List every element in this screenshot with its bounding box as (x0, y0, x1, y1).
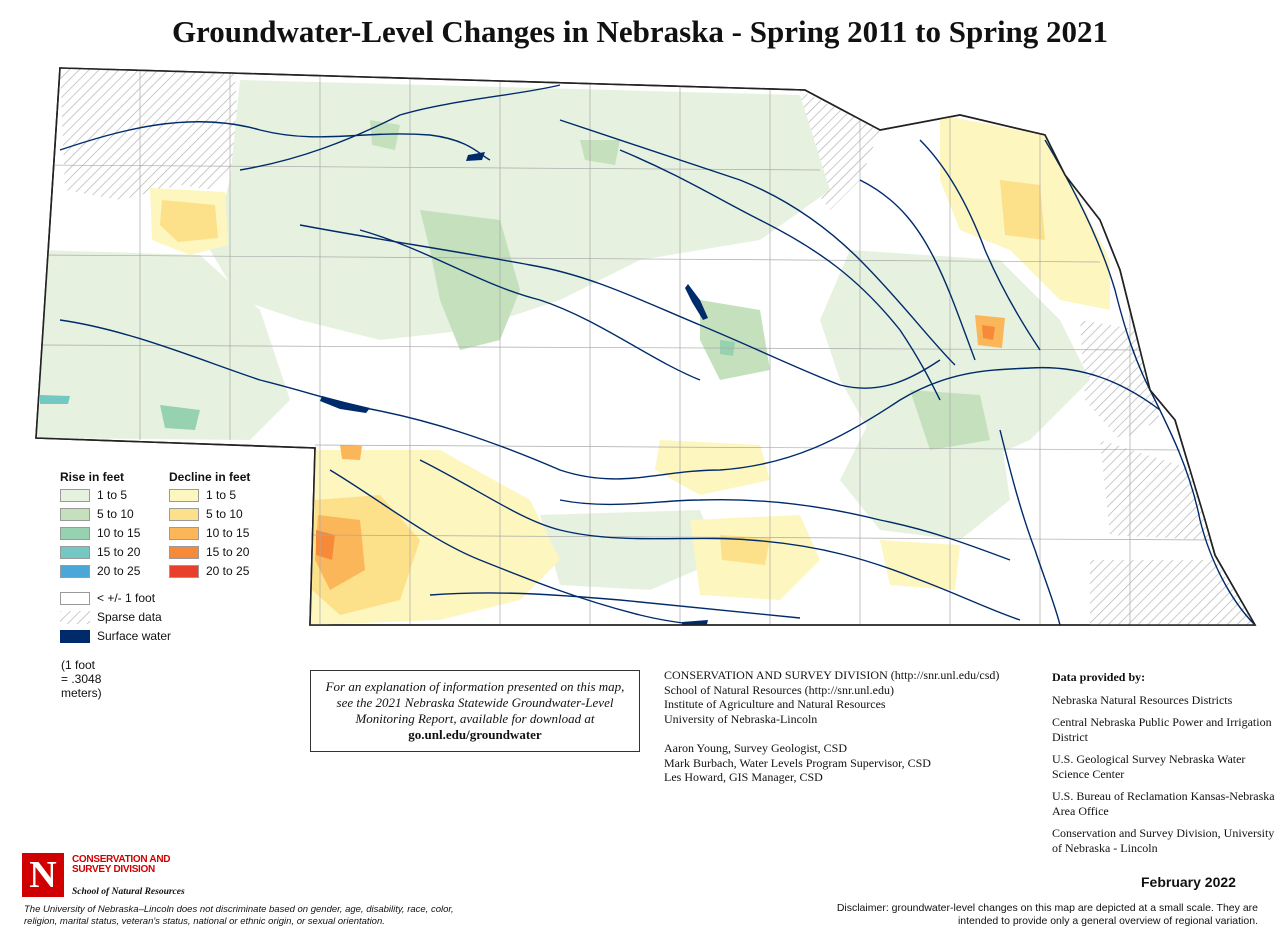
legend-decline-header: Decline in feet (169, 470, 251, 484)
decline-15-20-area (316, 530, 335, 560)
state-border (35, 67, 1257, 626)
report-info-box: For an explanation of information presen… (310, 670, 640, 752)
publication-date: February 2022 (1141, 874, 1236, 890)
rise-1-5-area (210, 80, 830, 340)
rise-1-5-area (540, 510, 720, 590)
rise-15-20-area (40, 395, 70, 404)
decline-5-10-area (720, 535, 770, 565)
data-providers-header: Data provided by: (1052, 670, 1146, 684)
rivers (59, 84, 1255, 625)
legend-sparse-label: Sparse data (97, 610, 162, 624)
legend-decline-swatch-4 (169, 546, 199, 559)
legend-decline-swatch-3 (169, 527, 199, 540)
legend-surface-water-label: Surface water (97, 629, 172, 643)
legend-decline-swatch-1 (169, 489, 199, 502)
sparse-data-area (60, 68, 240, 200)
rise-10-15-area (160, 405, 200, 430)
university-logo: N CONSERVATION AND SURVEY DIVISION Schoo… (22, 853, 185, 903)
data-provider-entry: Conservation and Survey Division, Univer… (1052, 826, 1275, 855)
logo-school-name: School of Natural Resources (72, 887, 185, 897)
data-provider-entry: U.S. Geological Survey Nebraska Water Sc… (1052, 752, 1246, 781)
rise-1-5-area (36, 250, 290, 440)
credit-org-line: School of Natural Resources (http://snr.… (664, 682, 894, 697)
legend-rise-label: 1 to 5 (97, 488, 128, 502)
sparse-data-area (1090, 560, 1255, 625)
map-title: Groundwater-Level Changes in Nebraska - … (171, 14, 1109, 49)
legend-no-change-swatch (60, 592, 90, 605)
report-download-link[interactable]: go.unl.edu/groundwater (408, 727, 542, 742)
legend-rise-label: 20 to 25 (97, 564, 141, 578)
report-info-text: For an explanation of information presen… (325, 679, 625, 726)
legend-rise-label: 10 to 15 (97, 526, 141, 540)
legend-decline-swatch-5 (169, 565, 199, 578)
legend-sparse-swatch (60, 611, 90, 624)
county-boundaries (39, 70, 1211, 625)
legend-decline-label: 10 to 15 (206, 526, 250, 540)
decline-5-10-area (160, 200, 218, 242)
credit-org-line: University of Nebraska-Lincoln (664, 711, 818, 726)
surface-water (320, 152, 708, 625)
decline-10-15-area (340, 445, 362, 460)
rise-5-10-area (370, 120, 400, 150)
credit-org-line: CONSERVATION AND SURVEY DIVISION (http:/… (664, 668, 1000, 682)
sparse-data-area (1100, 440, 1210, 540)
credit-person-line: Les Howard, GIS Manager, CSD (664, 770, 823, 784)
data-provider-entry: U.S. Bureau of Reclamation Kansas-Nebras… (1052, 789, 1275, 818)
legend-rise-swatch-3 (60, 527, 90, 540)
legend-rise-swatch-5 (60, 565, 90, 578)
credit-person-line: Aaron Young, Survey Geologist, CSD (664, 741, 848, 755)
disclaimer-text: Disclaimer: groundwater-level changes on… (836, 902, 1258, 927)
legend-rise-swatch-4 (60, 546, 90, 559)
rise-1-5-area (840, 420, 1010, 540)
decline-1-5-area (655, 440, 770, 495)
legend-surface-water-swatch (60, 630, 90, 643)
legend-rise-label: 5 to 10 (97, 507, 134, 521)
decline-15-20-area (982, 325, 995, 340)
legend-decline-label: 5 to 10 (206, 507, 243, 521)
unit-conversion-note: (1 foot = .3048 meters) (61, 658, 102, 700)
legend-decline-swatch-2 (169, 508, 199, 521)
data-provider-entry: Central Nebraska Public Power and Irriga… (1052, 715, 1272, 744)
data-provider-entry: Nebraska Natural Resources Districts (1052, 693, 1233, 707)
decline-5-10-area (1000, 180, 1045, 240)
legend-decline-label: 20 to 25 (206, 564, 250, 578)
legend-rise-swatch-1 (60, 489, 90, 502)
credit-person-line: Mark Burbach, Water Levels Program Super… (664, 755, 931, 770)
legend-decline-label: 1 to 5 (206, 488, 237, 502)
rise-5-10-area (420, 210, 520, 350)
legend-no-change-label: < +/- 1 foot (97, 591, 156, 605)
nondiscrimination-statement: The University of Nebraska–Lincoln does … (24, 904, 454, 927)
legend-rise-swatch-2 (60, 508, 90, 521)
data-providers: Data provided by: Nebraska Natural Resou… (1052, 670, 1277, 863)
credit-org-line: Institute of Agriculture and Natural Res… (664, 697, 886, 711)
legend-rise-header: Rise in feet (60, 470, 125, 484)
legend-decline-label: 15 to 20 (206, 545, 250, 559)
credits-block: CONSERVATION AND SURVEY DIVISION (http:/… (664, 668, 1044, 785)
rise-1-5-area (820, 250, 1090, 470)
university-n-logo-icon: N (22, 853, 64, 897)
decline-1-5-area (880, 540, 960, 590)
logo-org-name: CONSERVATION AND SURVEY DIVISION (72, 854, 171, 875)
legend-rise-label: 15 to 20 (97, 545, 141, 559)
